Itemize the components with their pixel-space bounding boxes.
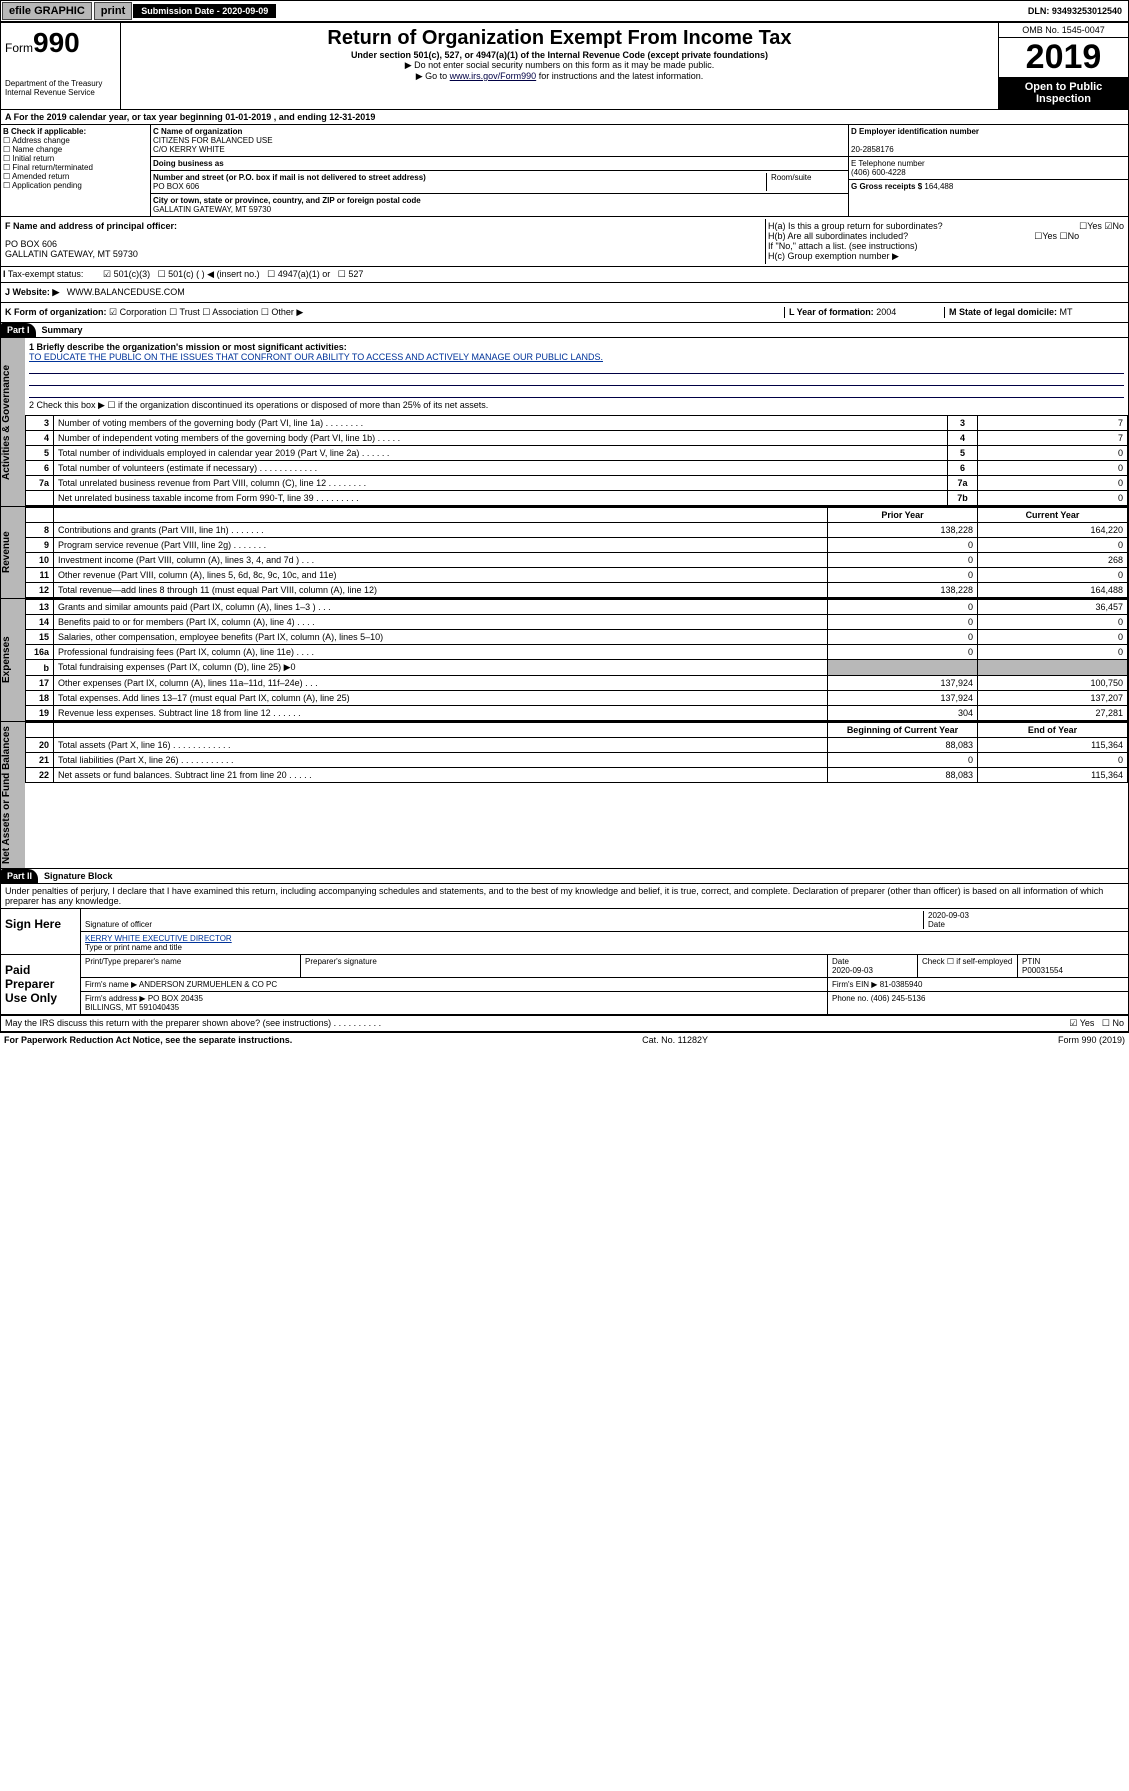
signature-block: Sign Here Signature of officer 2020-09-0… (0, 909, 1129, 1016)
firm-city: BILLINGS, MT 591040435 (85, 1003, 179, 1012)
inspection-badge: Open to Public Inspection (999, 77, 1128, 109)
tax-year: 2019 (999, 38, 1128, 77)
check-pending[interactable]: ☐ Application pending (3, 181, 148, 190)
sidebar-governance: Activities & Governance (1, 338, 25, 506)
officer-addr1: PO BOX 606 (5, 239, 763, 249)
ein-value: 20-2858176 (851, 145, 894, 154)
sidebar-expenses: Expenses (1, 599, 25, 721)
hb-note: If "No," attach a list. (see instruction… (768, 241, 1124, 251)
org-name: CITIZENS FOR BALANCED USE (153, 136, 273, 145)
sidebar-revenue: Revenue (1, 507, 25, 598)
check-amended[interactable]: ☐ Amended return (3, 172, 148, 181)
check-final[interactable]: ☐ Final return/terminated (3, 163, 148, 172)
form-ref: Form 990 (2019) (1058, 1035, 1125, 1045)
print-button[interactable]: print (94, 2, 132, 20)
irs-link[interactable]: www.irs.gov/Form990 (450, 71, 537, 81)
sign-date: 2020-09-03 (928, 911, 969, 920)
form-title: Return of Organization Exempt From Incom… (125, 27, 994, 50)
paid-preparer-label: Paid Preparer Use Only (1, 955, 81, 1014)
form-subtitle: Under section 501(c), 527, or 4947(a)(1)… (125, 50, 994, 60)
net-assets-table: Beginning of Current YearEnd of Year20To… (25, 722, 1128, 783)
check-name-change[interactable]: ☐ Name change (3, 145, 148, 154)
revenue-table: Prior YearCurrent Year8Contributions and… (25, 507, 1128, 598)
summary-section: Activities & Governance 1 Briefly descri… (0, 338, 1129, 507)
website-url: WWW.BALANCEDUSE.COM (67, 287, 185, 297)
governance-table: 3Number of voting members of the governi… (25, 415, 1128, 506)
firm-addr: PO BOX 20435 (148, 994, 203, 1003)
tax-status-row: I Tax-exempt status: ☑ 501(c)(3) ☐ 501(c… (0, 267, 1129, 283)
efile-label: efile GRAPHIC (2, 2, 92, 20)
part1-tag: Part I (1, 323, 36, 337)
declaration-text: Under penalties of perjury, I declare th… (0, 884, 1129, 909)
tax-period: A For the 2019 calendar year, or tax yea… (1, 110, 379, 124)
ptin-value: P00031554 (1022, 966, 1063, 975)
year-formation: 2004 (876, 307, 896, 317)
q1-label: 1 Briefly describe the organization's mi… (29, 342, 347, 352)
phone-value: (406) 600-4228 (851, 168, 906, 177)
dept-label: Department of the Treasury Internal Reve… (5, 79, 116, 97)
check-initial[interactable]: ☐ Initial return (3, 154, 148, 163)
part2-title: Signature Block (38, 871, 113, 881)
hb-question: H(b) Are all subordinates included? ☐Yes… (768, 231, 1124, 241)
dln-label: DLN: 93493253012540 (1022, 4, 1128, 18)
officer-name: KERRY WHITE EXECUTIVE DIRECTOR (85, 934, 232, 943)
part1-title: Summary (36, 325, 83, 335)
street-address: PO BOX 606 (153, 182, 199, 191)
website-row: J Website: ▶ WWW.BALANCEDUSE.COM (0, 283, 1129, 303)
care-of: C/O KERRY WHITE (153, 145, 225, 154)
cat-number: Cat. No. 11282Y (642, 1035, 708, 1045)
firm-phone: (406) 245-5136 (871, 994, 926, 1003)
form-header: Form990 Department of the Treasury Inter… (0, 22, 1129, 110)
city-state-zip: GALLATIN GATEWAY, MT 59730 (153, 205, 271, 214)
self-employed-check[interactable]: Check ☐ if self-employed (918, 955, 1018, 978)
form-number: Form990 (5, 27, 116, 59)
submission-date: Submission Date - 2020-09-09 (133, 4, 276, 18)
part2-tag: Part II (1, 869, 38, 883)
q2-label: 2 Check this box ▶ ☐ if the organization… (29, 400, 1124, 411)
entity-info: B Check if applicable: ☐ Address change … (0, 125, 1129, 217)
dba-label: Doing business as (153, 159, 224, 168)
prep-date: 2020-09-03 (832, 966, 873, 975)
section-b-label: B Check if applicable: (3, 127, 86, 136)
state-domicile: MT (1060, 307, 1073, 317)
form-footer: For Paperwork Reduction Act Notice, see … (0, 1032, 1129, 1047)
ha-question: H(a) Is this a group return for subordin… (768, 221, 1124, 231)
expenses-table: 13Grants and similar amounts paid (Part … (25, 599, 1128, 721)
link-note: ▶ Go to www.irs.gov/Form990 for instruct… (125, 71, 994, 82)
hc-label: H(c) Group exemption number ▶ (768, 251, 1124, 262)
ssn-note: ▶ Do not enter social security numbers o… (125, 60, 994, 71)
mission-text: TO EDUCATE THE PUBLIC ON THE ISSUES THAT… (29, 352, 603, 362)
gross-receipts: 164,488 (924, 182, 953, 191)
firm-name: ANDERSON ZURMUEHLEN & CO PC (139, 980, 277, 989)
check-addr-change[interactable]: ☐ Address change (3, 136, 148, 145)
omb-number: OMB No. 1545-0047 (999, 23, 1128, 38)
paperwork-notice: For Paperwork Reduction Act Notice, see … (4, 1035, 292, 1045)
sign-here-label: Sign Here (1, 909, 81, 954)
firm-ein: 81-0385940 (880, 980, 923, 989)
officer-addr2: GALLATIN GATEWAY, MT 59730 (5, 249, 763, 259)
k-org-row: K Form of organization: ☑ Corporation ☐ … (0, 303, 1129, 323)
top-toolbar: efile GRAPHIC print Submission Date - 20… (0, 0, 1129, 22)
discuss-row: May the IRS discuss this return with the… (0, 1016, 1129, 1032)
sidebar-net: Net Assets or Fund Balances (1, 722, 25, 868)
officer-status-row: F Name and address of principal officer:… (0, 217, 1129, 267)
